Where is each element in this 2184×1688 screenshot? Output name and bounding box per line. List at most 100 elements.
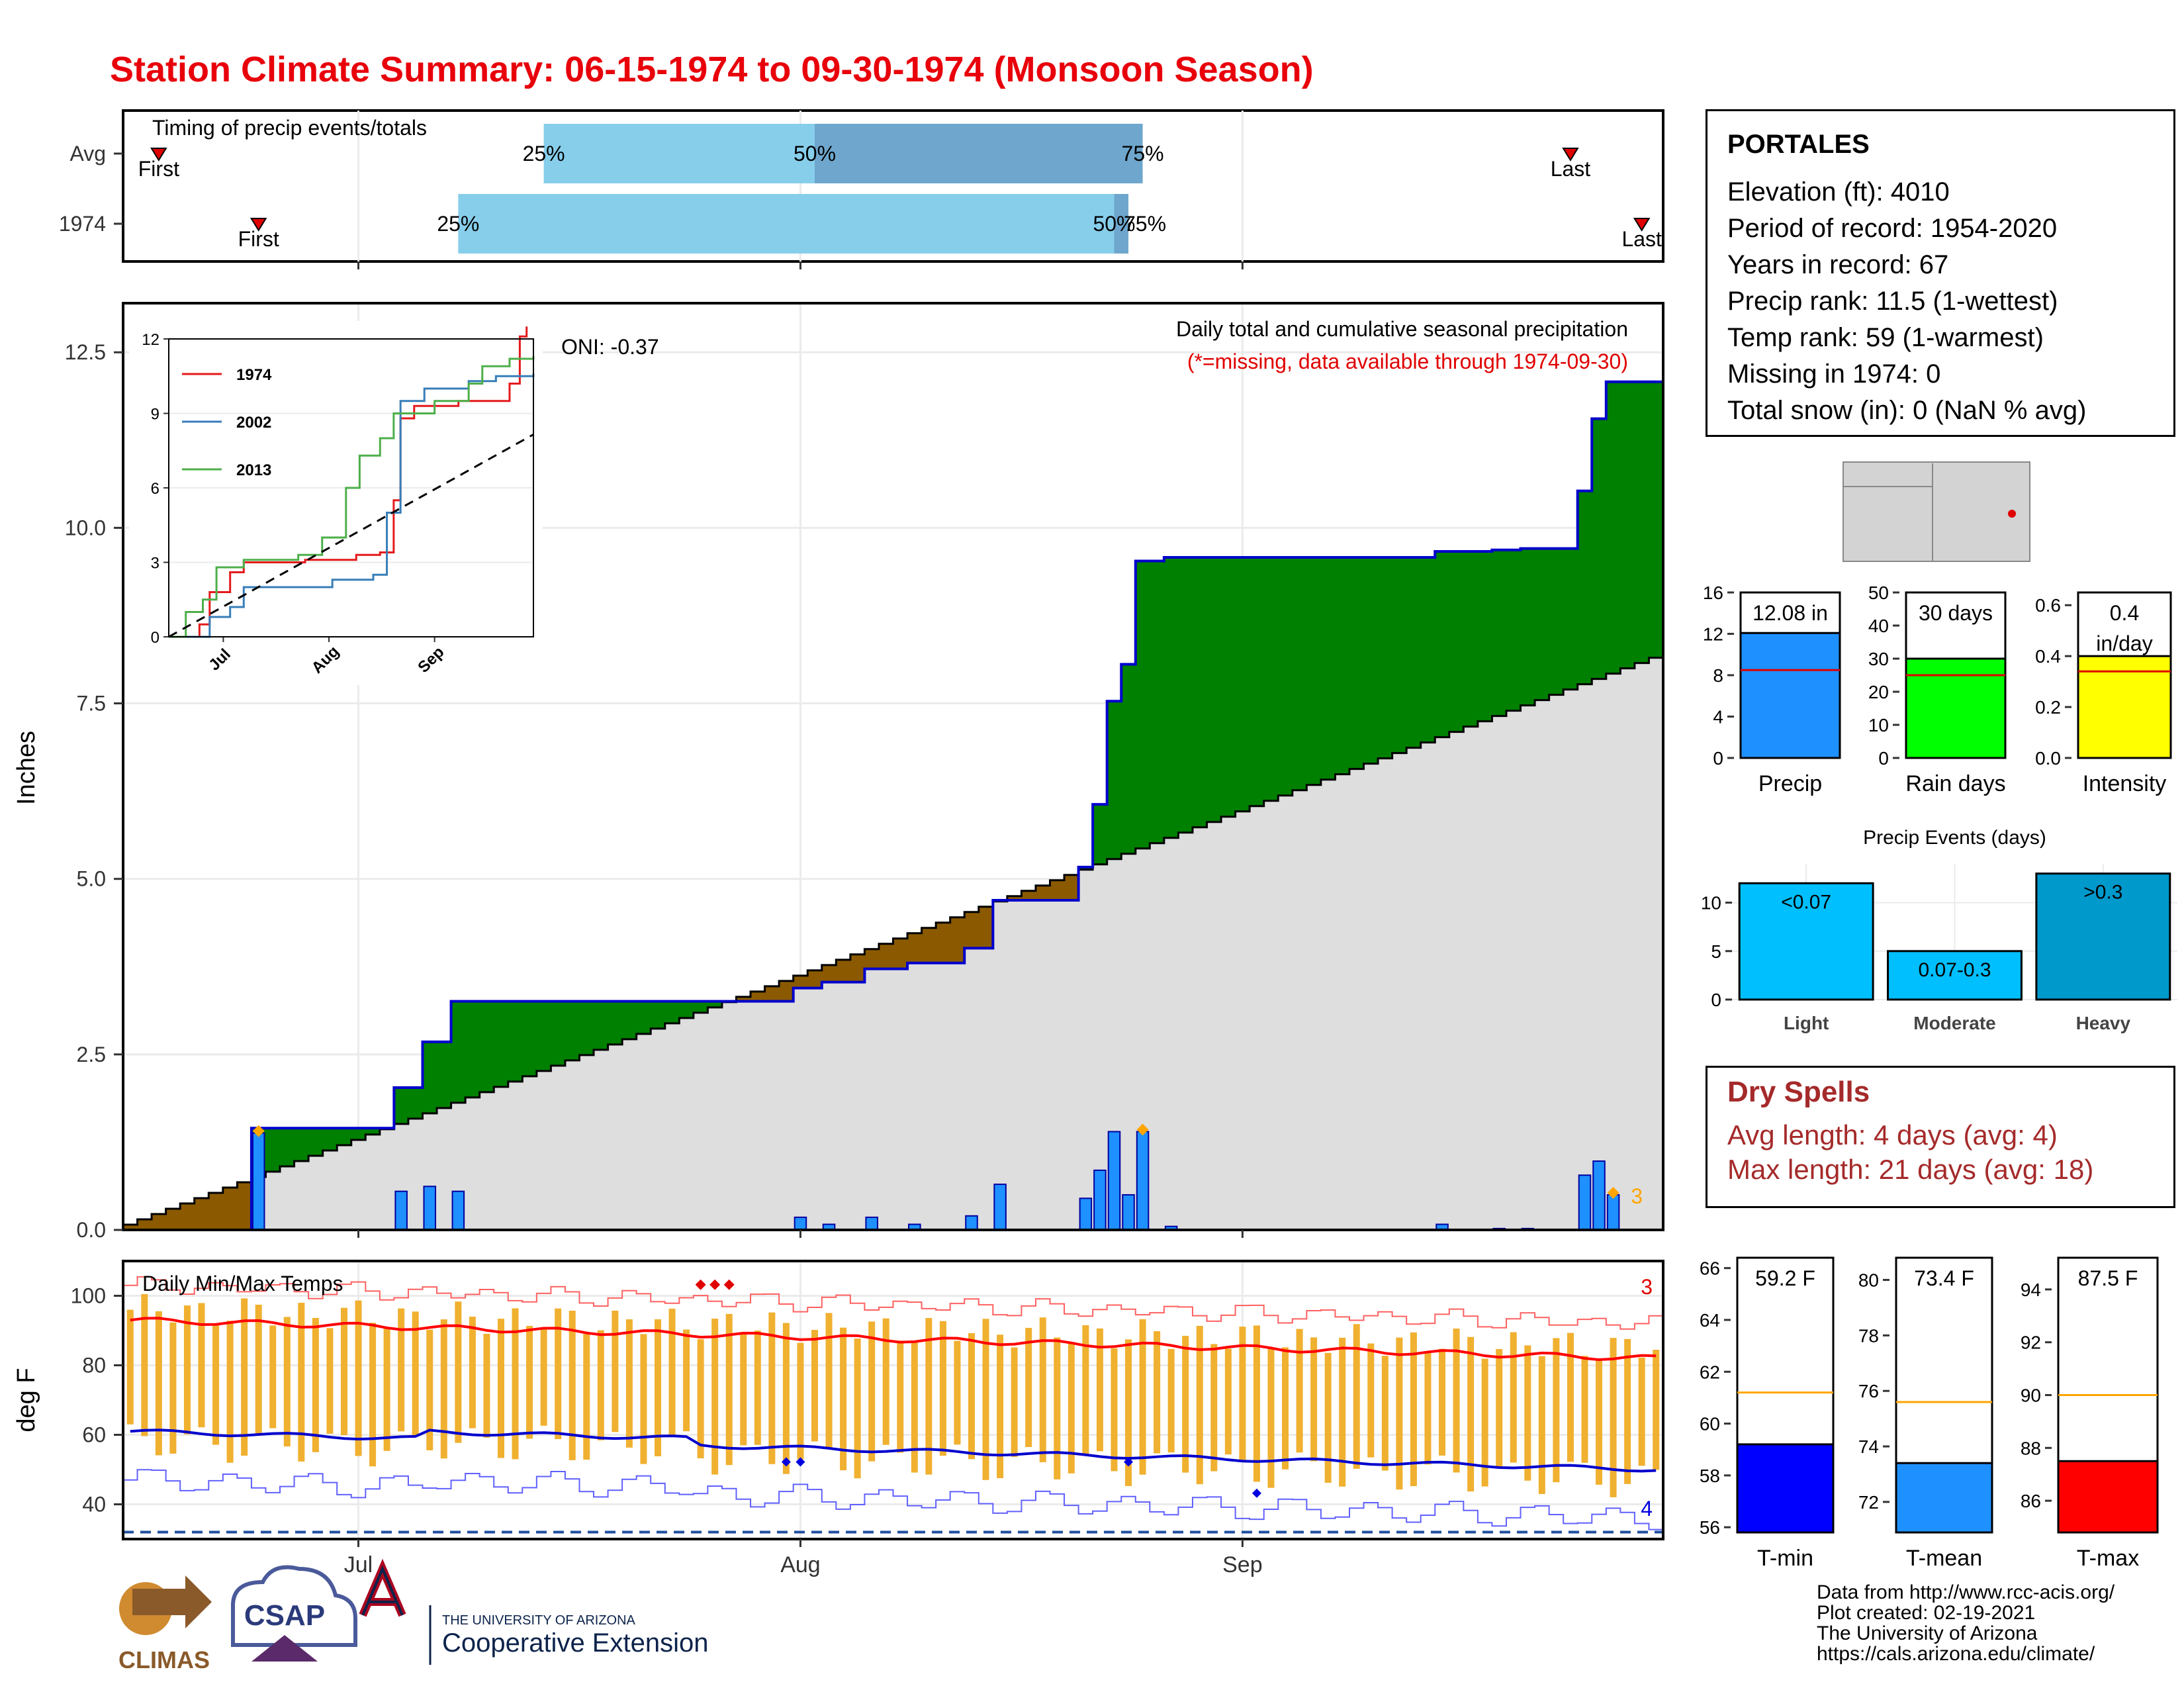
- extreme-marker: [1607, 1186, 1619, 1199]
- climas-logo-text: CLIMAS: [118, 1646, 210, 1673]
- daily-temp-bar: [1196, 1325, 1203, 1485]
- daily-temp-bar: [683, 1329, 690, 1432]
- daily-temp-bar: [1310, 1337, 1318, 1462]
- daily-temp-bar: [640, 1334, 647, 1464]
- daily-temp-bar: [1253, 1325, 1260, 1482]
- daily-temp-bar: [911, 1340, 918, 1473]
- ua-logo-outline: [361, 1565, 404, 1616]
- events-bar: [1887, 950, 2023, 1001]
- inset-series-line: [169, 356, 535, 638]
- daily-temp-bar: [1353, 1324, 1360, 1469]
- rain-days-value-label: 30 days: [1919, 601, 1993, 625]
- temps-y-label: deg F: [13, 1368, 40, 1432]
- daily-temp-bar: [241, 1298, 248, 1456]
- temps-frame: [122, 1260, 1664, 1540]
- intensity-y-tick-label: 0.0: [2035, 748, 2061, 769]
- timing-last-marker: [1562, 148, 1579, 162]
- daily-temp-bar: [654, 1319, 661, 1456]
- daily-temp-bar: [1524, 1345, 1531, 1481]
- tmin-y-tick-label: 58: [1700, 1466, 1720, 1486]
- daily-temp-bar: [1653, 1349, 1660, 1470]
- rain-days-axis-label: Rain days: [1905, 771, 2005, 796]
- tmin-y-tick-label: 60: [1700, 1414, 1720, 1434]
- temps-title: Daily Min/Max Temps: [142, 1272, 343, 1295]
- daily-temp-bar: [212, 1323, 220, 1445]
- daily-precip-bar: [251, 1132, 265, 1231]
- events-title: Precip Events (days): [1863, 827, 2046, 849]
- daily-temp-bar: [1553, 1338, 1560, 1483]
- daily-temp-bar: [1096, 1328, 1103, 1452]
- station-period: Period of record: 1954-2020: [1727, 214, 2058, 243]
- tmax-y-tick-label: 88: [2021, 1438, 2041, 1458]
- events-bar: [1738, 882, 1874, 1001]
- daily-temp-bar: [512, 1308, 519, 1460]
- daily-temp-bar: [155, 1311, 162, 1456]
- timing-label-50: 50%: [1093, 212, 1135, 236]
- daily-precip-bar: [794, 1216, 807, 1231]
- tmin-y-tick-label: 66: [1700, 1258, 1720, 1279]
- surplus-area: [1078, 381, 1663, 870]
- timing-label-50: 50%: [794, 142, 836, 165]
- daily-temp-bar: [1439, 1348, 1446, 1456]
- events-bar-label: 0.07-0.3: [1918, 959, 1991, 981]
- precip-y-tick-label: 12.5: [65, 340, 106, 364]
- daily-temp-bar: [226, 1321, 234, 1463]
- record-high-marker: [695, 1279, 706, 1290]
- daily-temp-bar: [1154, 1331, 1161, 1454]
- daily-temp-bar: [426, 1329, 433, 1450]
- daily-temp-bar: [1581, 1356, 1588, 1463]
- intensity-y-tick-label: 0.4: [2035, 646, 2061, 667]
- daily-temp-bar: [183, 1305, 191, 1434]
- temps-y-tick-label: 60: [82, 1423, 106, 1447]
- temps-y-tick-label: 100: [71, 1284, 106, 1308]
- daily-temp-bar: [1538, 1356, 1545, 1494]
- daily-temp-bar: [811, 1330, 818, 1442]
- timing-title: Timing of precip events/totals: [152, 116, 427, 140]
- location-map: [1843, 461, 2030, 562]
- dry-spells-max: Max length: 21 days (avg: 18): [1727, 1154, 2094, 1185]
- daily-precip-bar: [1592, 1160, 1606, 1231]
- precip-y-tick-label: 2.5: [77, 1043, 106, 1066]
- daily-precip-bar: [865, 1216, 878, 1231]
- inset-legend-label: 2013: [236, 461, 271, 479]
- daily-temp-bar: [1410, 1332, 1417, 1487]
- intensity-value-label: 0.4: [2110, 601, 2139, 625]
- timing-row-label: 1974: [59, 212, 106, 236]
- intensity-axis-label: Intensity: [2083, 771, 2167, 796]
- daily-temp-bar: [697, 1339, 704, 1459]
- credit-plot-created: Plot created: 02-19-2021: [1817, 1602, 2036, 1624]
- ua-logo-small-text: THE UNIVERSITY OF ARIZONA: [442, 1613, 636, 1628]
- daily-precip-bar: [1136, 1131, 1150, 1231]
- inset-legend-label: 2002: [236, 414, 271, 432]
- daily-temp-bar: [1381, 1356, 1388, 1471]
- daily-precip-bar: [965, 1215, 978, 1231]
- events-bar-label: <0.07: [1781, 891, 1831, 913]
- ua-logo-big-text: Cooperative Extension: [442, 1628, 708, 1658]
- tmin-y-tick-label: 64: [1700, 1310, 1720, 1331]
- daily-temp-bar: [1011, 1347, 1018, 1457]
- record-low-marker: [796, 1457, 805, 1467]
- daily-temp-bar: [526, 1325, 533, 1439]
- avg-min-line: [130, 1429, 1657, 1473]
- daily-temp-bar: [1296, 1329, 1303, 1453]
- rain-days-y-tick-label: 40: [1868, 616, 1889, 636]
- daily-temp-bar: [782, 1323, 790, 1474]
- credit-url: https://cals.arizona.edu/climate/: [1817, 1643, 2095, 1665]
- inset-y-tick-label: 6: [151, 480, 159, 498]
- precip-total-y-tick-label: 4: [1713, 707, 1723, 727]
- page-title: Station Climate Summary: 06-15-1974 to 0…: [110, 50, 1314, 89]
- station-elevation: Elevation (ft): 4010: [1727, 177, 1950, 207]
- deficit-area: [1007, 874, 1079, 900]
- daily-temp-bar: [1139, 1319, 1146, 1475]
- daily-temp-bar: [968, 1333, 976, 1460]
- daily-temp-bar: [1510, 1332, 1517, 1463]
- daily-temp-bar: [440, 1319, 447, 1459]
- daily-temp-bar: [1453, 1329, 1460, 1473]
- extreme-marker: [1136, 1123, 1149, 1136]
- record-low-marker: [1251, 1488, 1261, 1498]
- precip-total-y-tick-label: 12: [1703, 624, 1723, 645]
- record-high-line: [123, 1276, 1663, 1330]
- daily-temp-bar: [939, 1321, 946, 1456]
- daily-temp-bar: [1324, 1352, 1332, 1483]
